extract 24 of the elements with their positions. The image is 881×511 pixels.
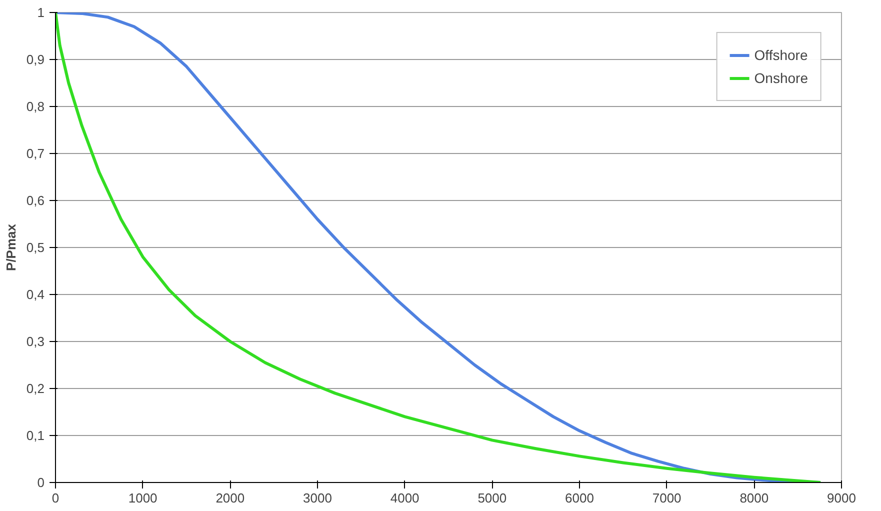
x-tick-label: 4000	[390, 490, 420, 506]
x-tick-label: 2000	[216, 490, 245, 506]
y-tick-label: 0,1	[26, 428, 45, 443]
legend-label: Offshore	[754, 47, 808, 63]
x-tick-label: 5000	[478, 490, 507, 506]
y-tick-label: 0,9	[26, 52, 45, 67]
y-tick-label: 0,6	[26, 193, 45, 208]
y-tick-label: 0,2	[26, 381, 45, 396]
x-tick-label: 3000	[303, 490, 332, 506]
y-tick-label: 0,7	[26, 146, 45, 161]
y-axis-title: P/Pmax	[3, 223, 18, 271]
x-tick-label: 0	[52, 490, 60, 506]
legend-label: Onshore	[754, 70, 808, 86]
y-tick-label: 0	[37, 475, 45, 490]
y-tick-label: 0,5	[26, 240, 45, 255]
y-tick-label: 1	[37, 5, 45, 20]
x-tick-label: 6000	[565, 490, 594, 506]
x-tick-label: 9000	[827, 490, 856, 506]
y-tick-label: 0,8	[26, 99, 45, 114]
x-tick-label: 1000	[128, 490, 158, 506]
x-tick-label: 7000	[652, 490, 682, 506]
y-tick-label: 0,4	[26, 287, 45, 302]
y-tick-label: 0,3	[26, 334, 45, 349]
x-tick-label: 8000	[740, 490, 769, 506]
